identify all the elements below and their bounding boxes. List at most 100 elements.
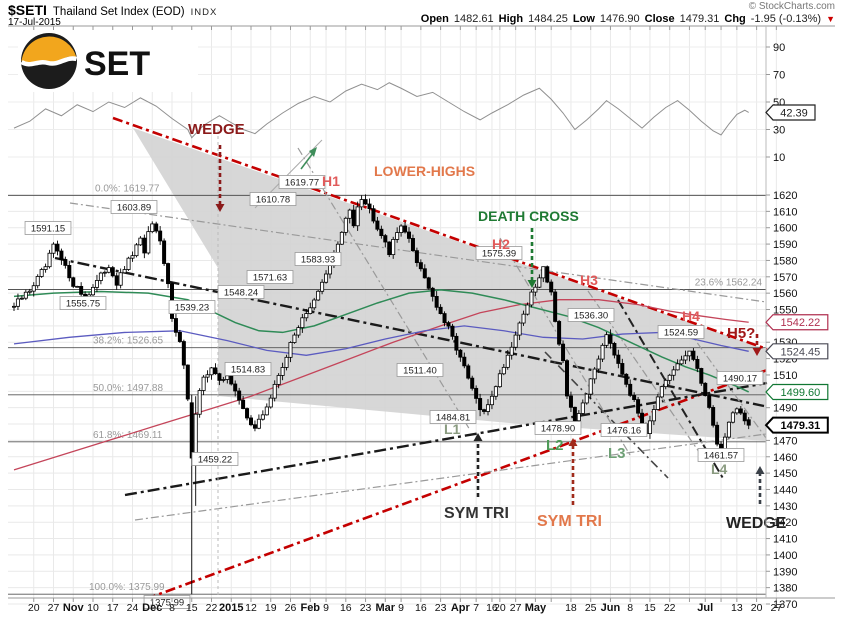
chg-value: -1.95 (-0.13%) — [750, 13, 822, 25]
x-axis-label: 12 — [245, 602, 257, 614]
candle-body — [671, 369, 676, 376]
candle-body — [509, 346, 514, 356]
candle-body — [711, 407, 716, 426]
candle-body — [205, 374, 210, 378]
y-axis-label: 1440 — [773, 484, 797, 496]
candle-body — [347, 209, 352, 219]
x-axis-label: 23 — [435, 602, 447, 614]
x-axis-label: 18 — [565, 602, 577, 614]
price-callout-text: 1603.89 — [117, 203, 151, 214]
x-axis-label: Apr — [451, 602, 471, 614]
h1-label: H1 — [322, 173, 340, 189]
candle-body — [738, 408, 743, 414]
y-axis-label: 1570 — [773, 272, 797, 284]
price-callout-text: 1539.23 — [175, 303, 209, 314]
candle-body — [304, 313, 309, 319]
death-cross-label: DEATH CROSS — [478, 208, 579, 224]
candle-body — [181, 341, 186, 366]
candle-body — [114, 275, 119, 286]
candle-body — [730, 412, 735, 423]
price-callout-text: 1511.40 — [403, 366, 437, 377]
open-label: Open — [420, 13, 449, 25]
candlestick-series — [11, 194, 751, 595]
candle-body — [529, 291, 534, 306]
candle-body — [604, 334, 609, 346]
wedge-label-bottom: WEDGE — [726, 515, 787, 532]
candle-body — [363, 199, 368, 205]
candle-body — [11, 305, 16, 308]
candle-body — [442, 313, 447, 324]
price-callout-box — [697, 448, 745, 462]
steep-black-line-2 — [544, 351, 669, 479]
price-callout-box — [294, 252, 342, 266]
candle-body — [79, 285, 84, 295]
candle-body — [624, 373, 629, 385]
x-axis-label: 22 — [206, 602, 218, 614]
open-value: 1482.61 — [453, 13, 494, 25]
y-axis-label: 1470 — [773, 435, 797, 447]
candle-body — [541, 266, 546, 279]
page-title: Thailand Set Index (EOD) — [52, 6, 185, 18]
price-callout-box — [59, 296, 107, 310]
candle-body — [221, 379, 226, 381]
h2-label: H2 — [492, 236, 510, 252]
candle-body — [612, 343, 617, 356]
axis-badge-text: 42.39 — [780, 107, 808, 119]
candle-body — [27, 290, 32, 293]
price-callout-box — [475, 246, 523, 260]
gray-upper-line — [69, 202, 767, 303]
indicator-axis-label: 90 — [773, 42, 785, 54]
ma-red — [13, 299, 749, 471]
x-axis-label: 20 — [494, 602, 506, 614]
candle-body — [691, 350, 696, 360]
price-callout-box — [217, 285, 265, 299]
price-callout-text: 1461.57 — [704, 451, 738, 462]
candle-body — [15, 298, 20, 307]
candle-body — [545, 266, 550, 283]
candle-body — [51, 243, 56, 254]
candle-body — [580, 402, 585, 414]
candle-body — [355, 206, 360, 227]
wedge-lower-line — [145, 368, 768, 601]
copyright-label: © StockCharts.com — [748, 1, 835, 12]
candle-body — [185, 364, 190, 400]
h5-label: H5? — [727, 325, 755, 342]
candle-body — [497, 373, 502, 388]
h5-arrow-head — [752, 348, 762, 356]
x-axis-label: Jul — [697, 602, 713, 614]
price-callout-text: 1476.16 — [607, 426, 641, 437]
x-axis-label: 13 — [731, 602, 743, 614]
wedge-bottom-arrow — [755, 466, 765, 504]
h1-green-arrow-shaft — [300, 152, 314, 170]
candle-body — [565, 360, 570, 397]
l4-label: L4 — [711, 461, 728, 477]
price-callout-text: 1571.63 — [253, 273, 287, 284]
candle-body — [75, 285, 80, 288]
candle-body — [118, 272, 123, 286]
candle-body — [158, 230, 163, 242]
x-axis-label: May — [525, 602, 547, 614]
y-axis-label: 1610 — [773, 206, 797, 218]
y-axis-label: 1380 — [773, 583, 797, 595]
candle-body — [23, 291, 28, 299]
candle-body — [320, 281, 325, 292]
axis-badge-box — [764, 416, 829, 434]
candle-body — [193, 413, 198, 459]
gray-lower-line — [134, 433, 767, 521]
candle-body — [485, 404, 490, 412]
y-axis-label: 1390 — [773, 566, 797, 578]
candle-body — [213, 367, 218, 375]
candle-body — [272, 383, 277, 399]
y-axis-label: 1400 — [773, 550, 797, 562]
axis-badge-1524.45: 1524.45 — [765, 343, 829, 360]
candle-body — [592, 368, 597, 380]
wedge-label-top: WEDGE — [188, 121, 245, 138]
candle-body — [568, 395, 573, 408]
x-axis-label: 24 — [127, 602, 139, 614]
y-axis-label: 1410 — [773, 534, 797, 546]
candle-body — [493, 386, 498, 397]
x-axis-label: 8 — [627, 602, 633, 614]
candle-body — [367, 203, 372, 210]
indicator-axis-label: 30 — [773, 125, 785, 137]
candle-body — [707, 395, 712, 408]
